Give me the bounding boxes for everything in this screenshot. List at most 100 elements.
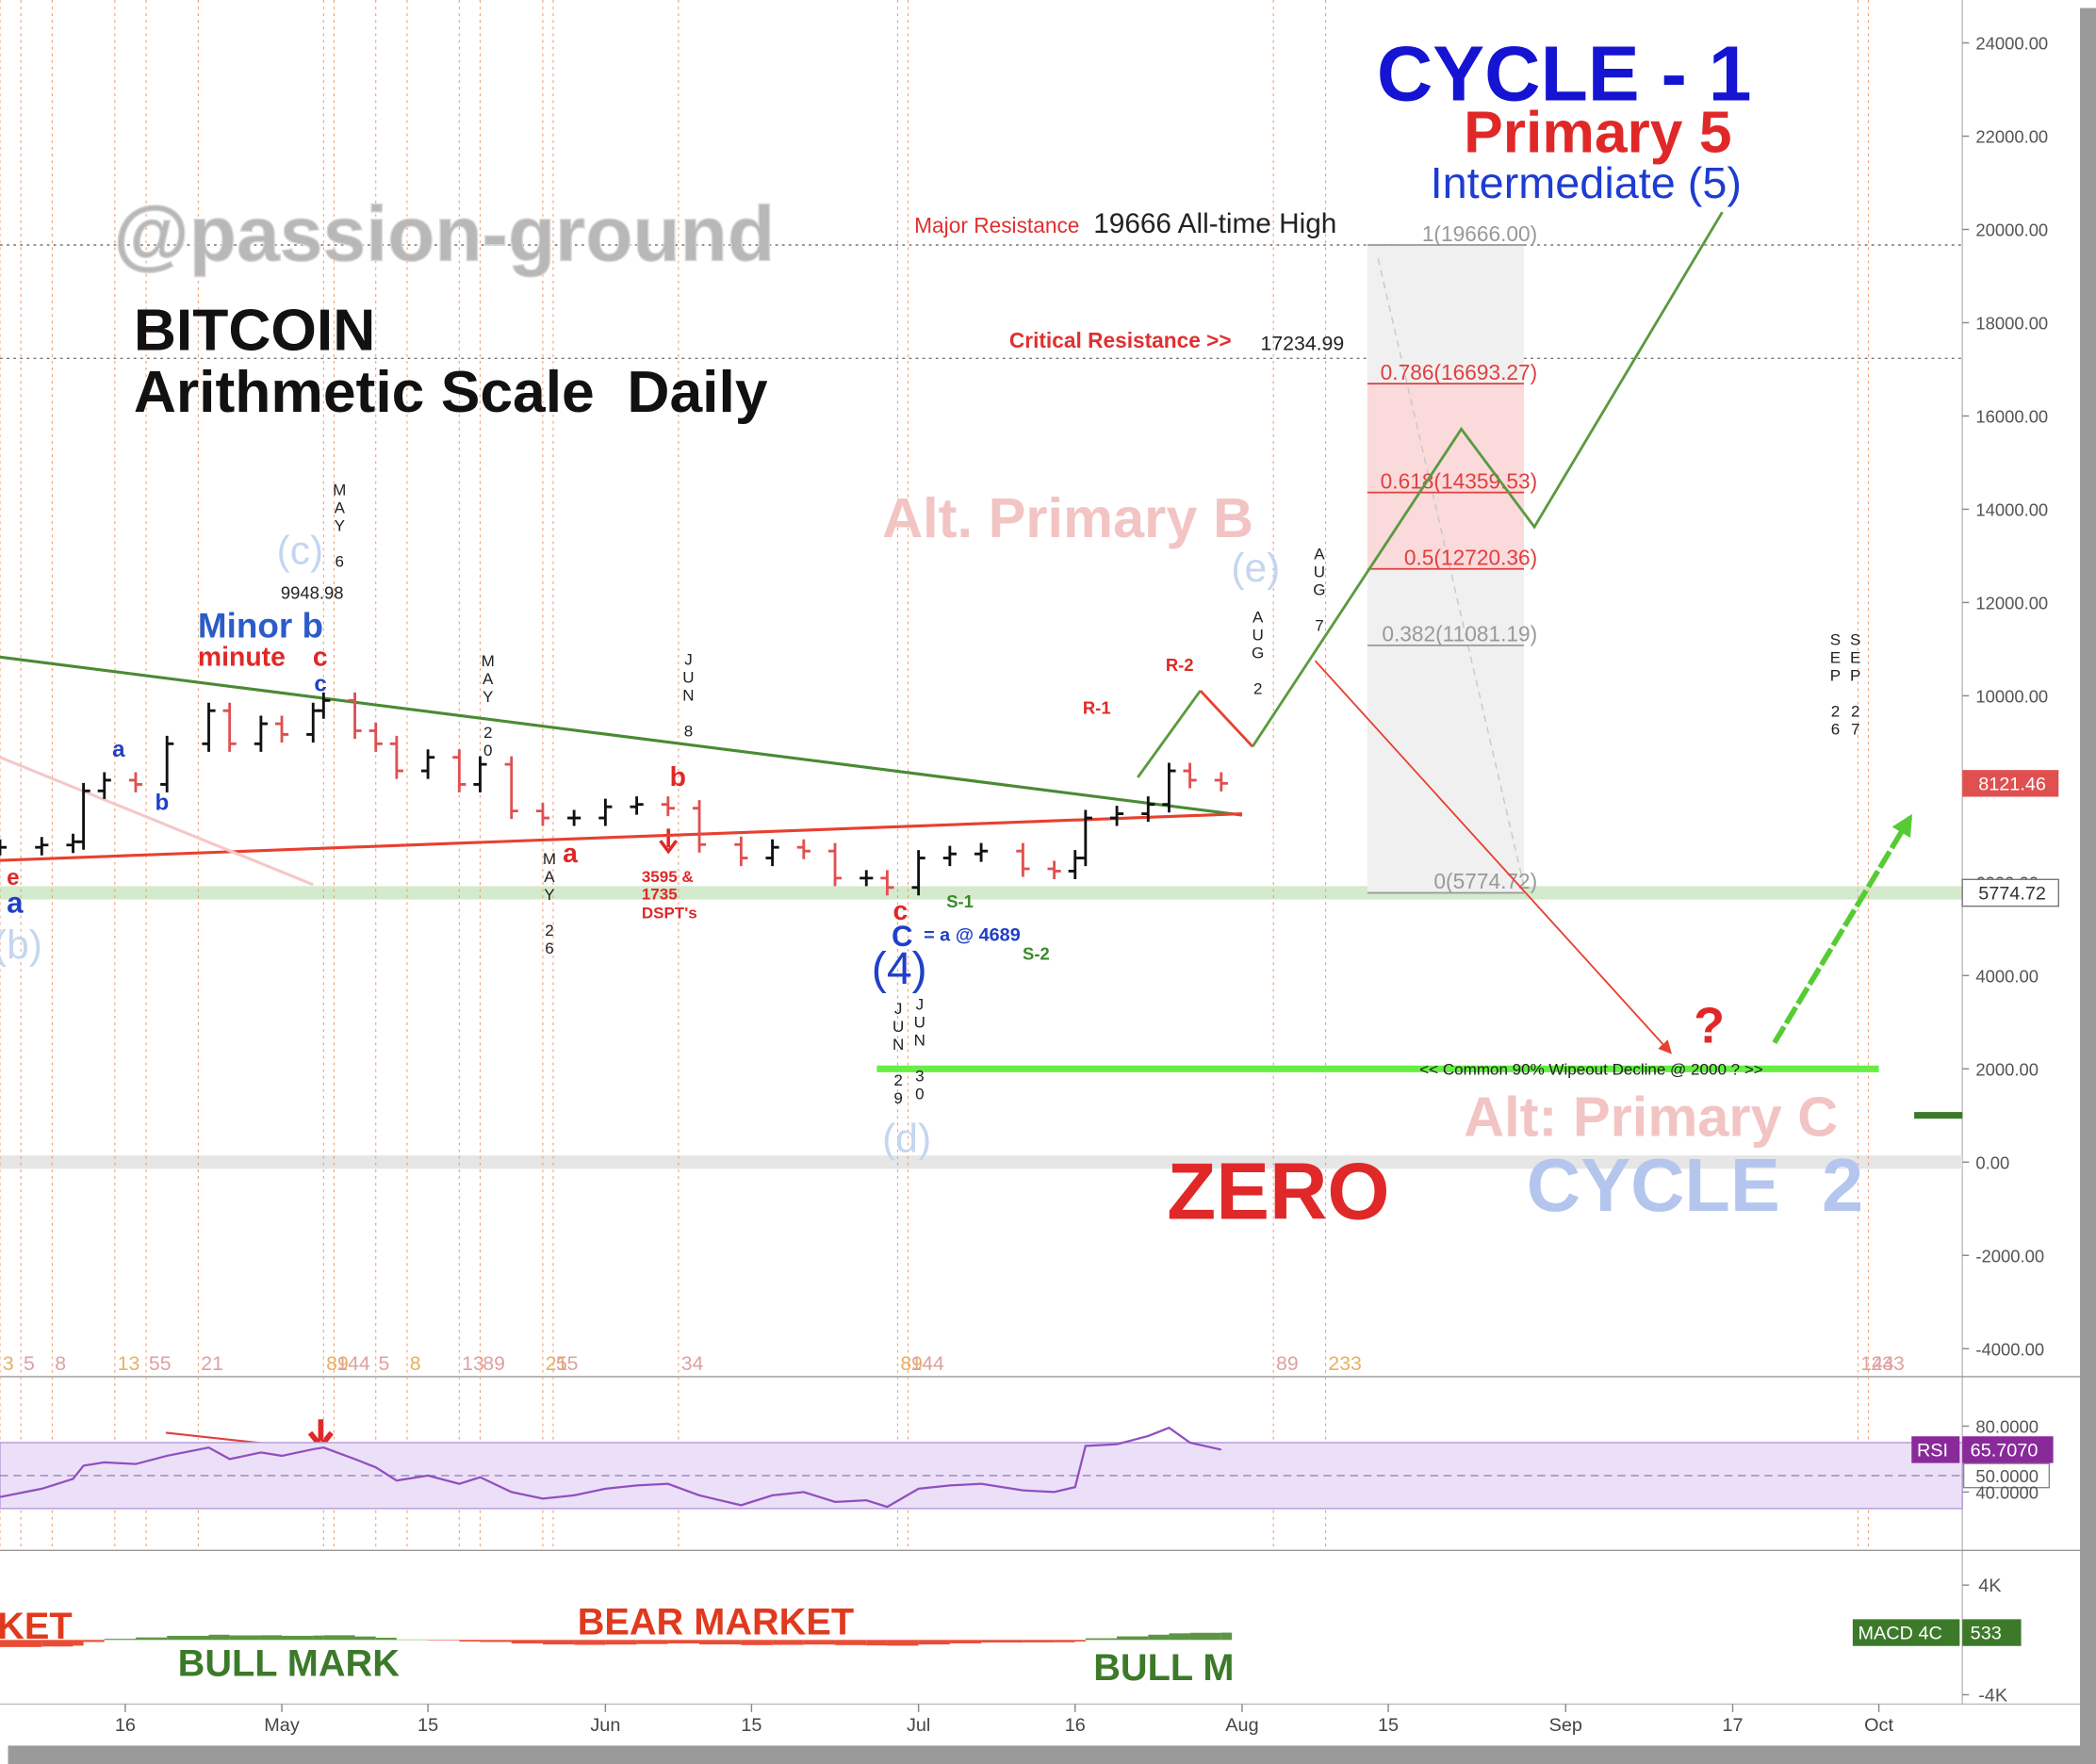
cycle-label: 3 <box>3 1352 14 1375</box>
macd-bar <box>323 1635 355 1641</box>
price-bar <box>827 842 843 887</box>
macd-value: 533 <box>1971 1624 2002 1644</box>
cycle-label: 13 <box>462 1352 484 1375</box>
x-tick-label: Sep <box>1549 1715 1582 1736</box>
cycle-label: 8 <box>55 1352 66 1375</box>
macd-bar <box>260 1635 283 1641</box>
date-mark: AUG 7 <box>1310 546 1328 635</box>
macd-bar <box>208 1634 230 1641</box>
macd-bar <box>803 1640 836 1645</box>
price-bar <box>880 870 894 896</box>
price-bar <box>598 798 613 826</box>
x-tick-label: Oct <box>1864 1715 1893 1736</box>
projection <box>1137 690 1202 778</box>
macd-bar <box>428 1640 460 1641</box>
annotation: = a @ 4689 <box>924 925 1021 946</box>
price-bar <box>1183 762 1197 789</box>
annotation: (c) <box>277 529 324 574</box>
y-tick-label: 2000.00 <box>1975 1059 2039 1079</box>
annotation: 1735 <box>642 886 678 904</box>
annotation: e <box>7 865 19 890</box>
price-bar <box>942 845 957 867</box>
price-bar <box>661 796 675 817</box>
cycle-label: 89 <box>1276 1352 1299 1375</box>
date-mark: JUN 30 <box>910 996 928 1103</box>
price-bar <box>1214 772 1228 792</box>
arrow-icon <box>659 828 679 855</box>
annotation: @passion-ground <box>114 192 776 278</box>
projection <box>1314 660 1672 1054</box>
trendline <box>0 812 1243 862</box>
annotation: CYCLE - 1 <box>1377 31 1752 117</box>
price-bar <box>97 772 111 799</box>
cycle-label: 89 <box>900 1352 923 1375</box>
x-tick-label: 15 <box>1378 1715 1399 1736</box>
price-bar <box>1109 806 1124 826</box>
fib-label: 0(5774.72) <box>1433 869 1537 893</box>
annotation: a <box>563 839 578 869</box>
cycle-label: 21 <box>201 1352 223 1375</box>
price-bar <box>911 850 925 896</box>
y-tick-label: -4000.00 <box>1975 1339 2044 1359</box>
y-tick-label: -4K <box>1978 1686 2008 1707</box>
price-bar <box>1016 842 1030 877</box>
annotation: c <box>313 642 328 672</box>
y-tick-label: 4000.00 <box>1975 966 2039 986</box>
price-bar <box>1162 762 1176 813</box>
annotation: KET <box>0 1606 73 1647</box>
rsi-line <box>0 1426 1222 1509</box>
macd-bar <box>229 1635 261 1641</box>
cycle-label: 144 <box>1860 1352 1894 1375</box>
price-bar <box>1141 796 1155 823</box>
date-mark: SEP 26 <box>1826 630 1844 738</box>
date-mark: SEP 27 <box>1846 630 1864 738</box>
price-bar <box>535 803 550 826</box>
y-tick-label: 16000.00 <box>1975 407 2048 427</box>
date-mark: MAY 20 <box>479 652 497 760</box>
macd-bar <box>375 1637 397 1641</box>
price-bar <box>348 692 362 740</box>
annotation: << Common 90% Wipeout Decline @ 2000 ? >… <box>1419 1060 1762 1078</box>
cycle-label: 89 <box>483 1352 505 1375</box>
cycle-label: 5 <box>24 1352 35 1375</box>
annotation: Intermediate (5) <box>1431 158 1742 207</box>
macd-bar <box>73 1640 84 1646</box>
macd-bar <box>313 1635 324 1641</box>
price-bar <box>222 702 237 752</box>
annotation: 17234.99 <box>1261 333 1345 355</box>
macd-bar <box>1085 1638 1118 1641</box>
annotation: a <box>112 737 125 762</box>
macd-bar <box>918 1640 950 1645</box>
y-tick-label: 20000.00 <box>1975 220 2048 240</box>
annotation: BITCOIN <box>134 299 375 364</box>
macd-bar <box>1148 1634 1170 1641</box>
price-bar <box>692 800 707 853</box>
y-tick-label: -2000.00 <box>1975 1246 2044 1266</box>
frame-shadow <box>8 1745 2096 1764</box>
macd-bar <box>135 1637 168 1641</box>
macd-bar <box>83 1640 105 1642</box>
price-bar <box>274 715 289 743</box>
price-bar <box>368 722 383 752</box>
macd-bar <box>887 1640 919 1646</box>
annotation: Alt: Primary C <box>1464 1086 1838 1149</box>
annotation: (d) <box>882 1117 931 1162</box>
price-bar <box>420 749 435 779</box>
price-bar <box>1047 860 1061 879</box>
macd-bar <box>511 1640 543 1644</box>
y-tick-label: 50.0000 <box>1975 1466 2039 1486</box>
cycle-label: 89 <box>326 1352 349 1375</box>
level-label: 5774.72 <box>1978 884 2046 905</box>
price-bar <box>630 796 644 815</box>
y-tick-label: 40.0000 <box>1975 1482 2039 1502</box>
macd-bar <box>981 1640 1023 1643</box>
annotation: 19666 All-time High <box>1093 208 1336 239</box>
annotation: (4) <box>872 943 927 994</box>
cycle-label: 144 <box>336 1352 370 1375</box>
cycle-label: 233 <box>1871 1352 1904 1375</box>
cycle-label: 8 <box>410 1352 421 1375</box>
fib-label: 0.5(12720.36) <box>1404 545 1537 569</box>
